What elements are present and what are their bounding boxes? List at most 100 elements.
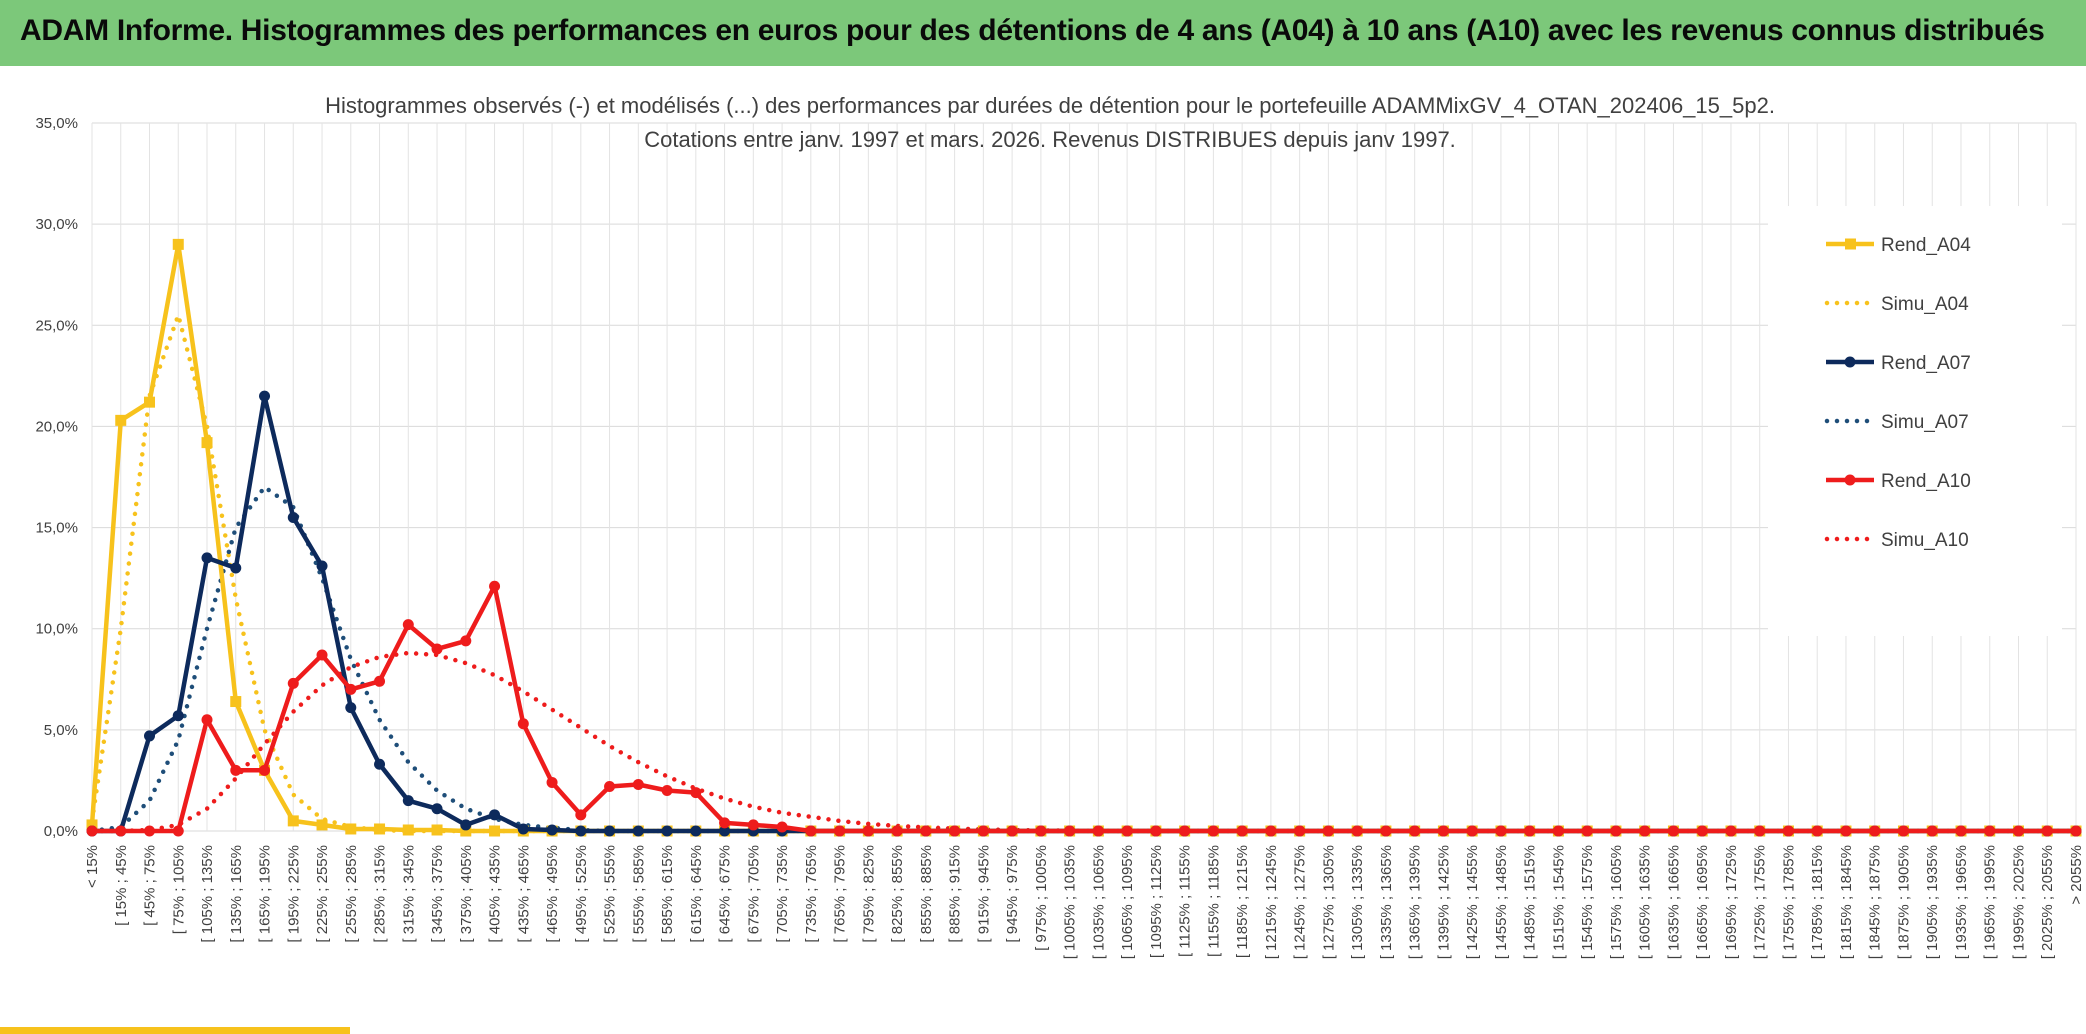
x-tick-label: [ 1185% ; 1215% — [1234, 845, 1251, 958]
data-point — [604, 825, 616, 837]
data-point — [1840, 825, 1852, 837]
data-point — [316, 649, 328, 661]
data-point — [977, 825, 989, 837]
x-tick-label: [ 1965% ; 1995% — [1982, 845, 1999, 959]
data-point — [460, 825, 472, 837]
legend-marker — [1844, 474, 1856, 486]
x-tick-label: [ 315% ; 345% — [400, 845, 417, 943]
y-tick-label: 15,0% — [35, 520, 78, 537]
data-point — [86, 825, 98, 837]
data-point — [201, 437, 213, 449]
x-tick-label: [ 375% ; 405% — [458, 845, 475, 943]
data-point — [1121, 825, 1133, 837]
data-point — [1495, 825, 1507, 837]
x-tick-label: [ 465% ; 495% — [544, 845, 561, 943]
x-tick-label: [ 555% ; 585% — [630, 845, 647, 943]
data-point — [230, 764, 242, 776]
data-point — [287, 815, 299, 827]
legend-item-Simu_A04: Simu_A04 — [1824, 294, 1969, 315]
x-tick-label: [ 285% ; 315% — [372, 845, 389, 943]
x-tick-label: [ 1155% ; 1185% — [1205, 845, 1222, 957]
data-point — [1869, 825, 1881, 837]
x-tick-label: [ 1335% ; 1365% — [1378, 845, 1395, 959]
x-tick-label: [ 1365% ; 1395% — [1407, 845, 1424, 959]
chart-title: Histogrammes observés (-) et modélisés (… — [325, 93, 1775, 118]
data-point — [144, 730, 156, 742]
x-tick-label: [ 105% ; 135% — [199, 845, 216, 943]
legend-item-Rend_A10: Rend_A10 — [1826, 471, 1971, 492]
data-point — [144, 396, 156, 408]
data-point — [402, 824, 414, 836]
x-tick-label: [ 1485% ; 1515% — [1522, 845, 1539, 959]
y-tick-label: 35,0% — [35, 115, 78, 132]
data-point — [575, 809, 587, 821]
data-point — [1552, 825, 1564, 837]
x-tick-label: [ 1095% ; 1125% — [1148, 845, 1165, 958]
legend-item-Rend_A04: Rend_A04 — [1826, 235, 1971, 256]
data-point — [1667, 825, 1679, 837]
chart-subtitle: Cotations entre janv. 1997 et mars. 2026… — [644, 127, 1456, 152]
data-point — [115, 825, 127, 837]
chart-background — [0, 66, 2086, 1027]
data-point — [575, 825, 587, 837]
data-point — [1984, 825, 1996, 837]
legend-label: Simu_A07 — [1881, 412, 1969, 433]
data-point — [115, 414, 127, 426]
data-point — [1322, 825, 1334, 837]
data-point — [1610, 825, 1622, 837]
chart-grid — [91, 122, 2077, 832]
data-point — [172, 238, 184, 250]
x-tick-label: [ 1035% ; 1065% — [1090, 845, 1107, 959]
y-tick-label: 5,0% — [44, 722, 78, 739]
x-tick-label: [ 1755% ; 1785% — [1780, 845, 1797, 959]
legend-item-Simu_A10: Simu_A10 — [1824, 530, 1969, 551]
y-tick-label: 20,0% — [35, 418, 78, 435]
legend-label: Rend_A07 — [1881, 353, 1971, 374]
data-point — [1351, 825, 1363, 837]
data-point — [719, 825, 731, 837]
data-point — [489, 580, 501, 592]
data-point — [287, 677, 299, 689]
data-point — [834, 825, 846, 837]
data-point — [2070, 825, 2082, 837]
x-tick-label: [ 45% ; 75% — [142, 845, 159, 926]
y-tick-label: 10,0% — [35, 621, 78, 638]
histogram-chart: Histogrammes observés (-) et modélisés (… — [0, 66, 2086, 1027]
x-tick-label: [ 885% ; 915% — [947, 845, 964, 943]
chart-series — [86, 238, 2082, 837]
data-point — [517, 718, 529, 730]
data-point — [1524, 825, 1536, 837]
data-point — [489, 809, 501, 821]
x-tick-label: [ 1395% ; 1425% — [1435, 845, 1452, 959]
x-tick-label: [ 615% ; 645% — [688, 845, 705, 943]
x-tick-label: [ 1305% ; 1335% — [1349, 845, 1366, 959]
x-tick-label: [ 765% ; 795% — [832, 845, 849, 943]
data-point — [2012, 825, 2024, 837]
legend-item-Simu_A07: Simu_A07 — [1824, 412, 1969, 433]
legend-label: Simu_A04 — [1881, 294, 1969, 315]
x-tick-label: [ 1125% ; 1155% — [1177, 845, 1194, 957]
x-tick-label: [ 1455% ; 1485% — [1493, 845, 1510, 959]
data-point — [374, 823, 386, 835]
x-axis-ticks: < 15% [ 15% ; 45% [ 45% ; 75% [ 75% ; 105% [… — [84, 845, 2085, 959]
x-tick-label: > 2055% — [2068, 845, 2085, 905]
x-tick-label: [ 945% ; 975% — [1004, 845, 1021, 943]
data-point — [172, 710, 184, 722]
data-point — [316, 819, 328, 831]
x-tick-label: [ 1815% ; 1845% — [1838, 845, 1855, 959]
x-tick-label: [ 1935% ; 1965% — [1953, 845, 1970, 959]
x-tick-label: [ 165% ; 195% — [257, 845, 274, 943]
data-point — [316, 560, 328, 572]
legend-label: Simu_A10 — [1881, 530, 1969, 551]
x-tick-label: [ 135% ; 165% — [228, 845, 245, 943]
data-point — [776, 821, 788, 833]
data-point — [230, 562, 242, 574]
data-point — [1437, 825, 1449, 837]
data-point — [431, 824, 443, 836]
data-point — [402, 619, 414, 631]
data-point — [1265, 825, 1277, 837]
data-point — [1380, 825, 1392, 837]
x-tick-label: [ 975% ; 1005% — [1033, 845, 1050, 951]
data-point — [1035, 825, 1047, 837]
data-point — [1179, 825, 1191, 837]
